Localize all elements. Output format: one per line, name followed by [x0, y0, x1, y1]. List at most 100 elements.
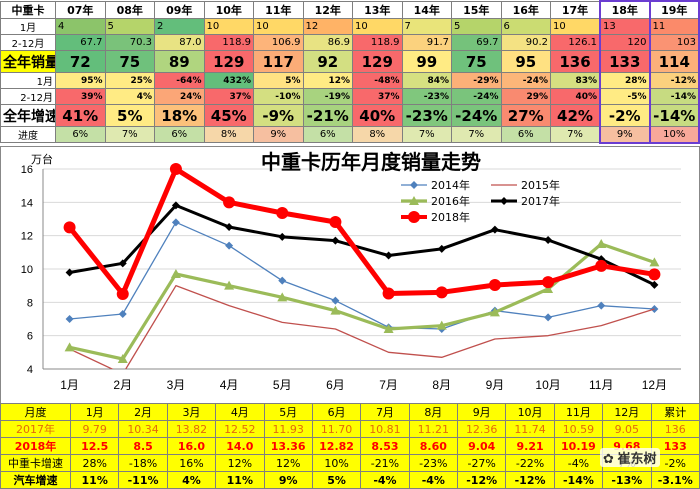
data-cell: 6%: [302, 126, 353, 143]
data-cell: 10%: [648, 126, 700, 144]
x-tick-label: 2月: [113, 378, 132, 392]
data-cell: -23%: [408, 454, 459, 472]
series-line: [69, 203, 656, 287]
data-cell: 7: [401, 18, 452, 35]
year-header: 10年: [203, 0, 254, 19]
data-cell: 10.59: [553, 420, 604, 438]
data-point: [278, 276, 287, 285]
data-cell: 86.9: [302, 34, 353, 51]
data-cell: 117: [253, 50, 304, 73]
data-cell: -23%: [401, 104, 452, 127]
data-cell: 13.36: [263, 437, 313, 455]
month-header: 累计: [650, 403, 700, 421]
data-cell: 10.81: [360, 420, 410, 438]
data-point: [543, 284, 554, 293]
data-cell: 95%: [55, 72, 106, 89]
data-cell: -3.1%: [650, 471, 700, 489]
month-header: 5月: [263, 403, 313, 421]
data-cell: 432%: [203, 72, 254, 89]
month-header: 7月: [360, 403, 410, 421]
month-header: 4月: [215, 403, 265, 421]
row-feb_dec: 2-12月 67.7 70.3 87.0 118.9 106.9 86.9 118.9 91.7…: [0, 34, 700, 51]
data-cell: -2%: [599, 104, 651, 127]
legend-label: 2017年: [521, 194, 560, 208]
data-cell: 106.9: [253, 34, 304, 51]
y-axis-label: 万台: [31, 152, 53, 166]
data-point: [437, 244, 446, 253]
series-line: [69, 285, 655, 369]
data-cell: 133: [599, 50, 651, 73]
data-cell: 10: [203, 18, 254, 35]
data-cell: -21%: [302, 104, 353, 127]
row-jan_gr: 1月 95% 25% -64% 432% 5% 12% -48% 84% -29% -24% 83% 2…: [0, 72, 700, 89]
x-tick-label: 1月: [60, 378, 79, 392]
data-point: [435, 286, 448, 299]
data-point: [329, 216, 342, 228]
data-point: [224, 280, 235, 290]
data-cell: 2: [154, 18, 205, 35]
x-tick-label: 10月: [535, 378, 560, 392]
data-point: [171, 218, 180, 227]
data-cell: 9%: [253, 126, 304, 143]
data-cell: -19%: [302, 88, 353, 105]
data-cell: 11.21: [408, 420, 459, 438]
data-point: [649, 257, 660, 267]
data-cell: 75: [104, 50, 155, 73]
data-point: [65, 315, 74, 323]
data-point: [596, 239, 607, 248]
data-cell: 136: [650, 420, 700, 438]
data-cell: 14.0: [215, 437, 265, 455]
data-cell: 11: [648, 18, 700, 35]
data-cell: 10: [352, 18, 403, 35]
row-label: 2-12月: [0, 34, 56, 51]
series-line: [67, 169, 655, 297]
data-cell: 89: [154, 50, 205, 73]
data-cell: 136: [550, 50, 601, 73]
year-header: 07年: [55, 0, 106, 19]
data-cell: -18%: [118, 454, 168, 472]
data-cell: 11.93: [263, 420, 313, 438]
data-cell: -13%: [602, 471, 652, 489]
data-cell: 133: [650, 437, 700, 455]
month-header: 3月: [166, 403, 217, 421]
data-point: [383, 324, 394, 333]
month-header: 10月: [505, 403, 555, 421]
year-header: 14年: [401, 0, 452, 19]
annual-sales-table: 中重卡 07年 08年 09年 10年 11年 12年 13年 14年 15年 16年 17年 18年 1…: [0, 0, 700, 144]
data-cell: -14%: [648, 104, 700, 127]
data-point: [64, 342, 75, 352]
data-point: [276, 207, 289, 219]
month-header: 9月: [456, 403, 507, 421]
data-cell: 12: [302, 18, 353, 35]
data-cell: 37%: [203, 88, 254, 105]
row-annual: 全年销量 72 75 89 129 117 92 129 99 75 95 136 133 114: [0, 50, 700, 73]
data-cell: 75: [451, 50, 502, 73]
year-header: 19年: [648, 0, 700, 19]
x-tick-label: 4月: [220, 378, 239, 392]
month-header: 月度: [0, 403, 71, 421]
x-tick-label: 12月: [642, 378, 667, 392]
data-cell: -10%: [253, 88, 304, 105]
data-cell: 10: [550, 18, 601, 35]
data-cell: 13.82: [166, 420, 217, 438]
row-annual_gr: 全年增速 41% 5% 18% 45% -9% -21% 40% -23% -24% 27% 42% -…: [0, 104, 700, 127]
row-label: 1月: [0, 18, 56, 35]
data-cell: 18%: [154, 104, 205, 127]
data-cell: 72: [55, 50, 106, 73]
data-cell: 12%: [302, 72, 353, 89]
data-cell: -24%: [451, 88, 502, 105]
data-cell: -14%: [648, 88, 700, 105]
year-header: 09年: [154, 0, 205, 19]
data-point: [490, 225, 499, 234]
data-cell: 27%: [500, 104, 551, 127]
row-b-2018: 2018年 12.5 8.5 16.0 14.0 13.36 12.82 8.53 8.60 9.…: [0, 437, 700, 455]
data-point: [65, 268, 74, 277]
data-point: [650, 280, 659, 289]
data-cell: -2%: [650, 454, 700, 472]
data-point: [277, 292, 288, 302]
series-line: [69, 221, 655, 330]
data-cell: -9%: [253, 104, 304, 127]
data-cell: 41%: [55, 104, 106, 127]
data-cell: 6%: [500, 126, 551, 143]
data-cell: 118.9: [352, 34, 403, 51]
